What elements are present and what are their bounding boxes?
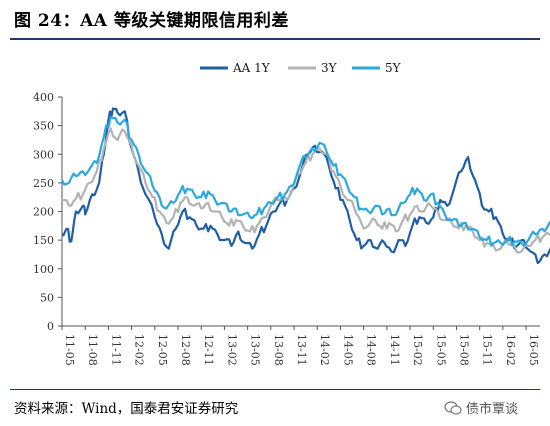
bottom-divider [10,389,540,390]
y-tick-label: 350 [33,120,54,133]
series-lines [61,107,550,265]
x-tick-label: 14-05 [341,334,354,366]
x-tick-label: 14-11 [388,334,401,366]
x-tick-label: 13-05 [249,334,262,366]
series-line-3 [61,115,550,247]
x-tick-label: 13-02 [225,334,238,366]
figure-title: 图 24：AA 等级关键期限信用利差 [14,11,289,31]
x-tick-label: 12-05 [156,334,169,366]
x-tick-label: 15-08 [457,334,470,366]
watermark-text: 债市覃谈 [466,402,519,417]
legend-label: 5Y [385,61,402,75]
y-tick-label: 250 [33,177,54,190]
x-tick-label: 16-02 [504,334,517,366]
x-tick-label: 13-08 [272,334,285,366]
x-tick-label: 14-08 [365,334,378,366]
y-tick-label: 100 [33,263,54,276]
line-chart: AA 1Y 3Y 5Y 0 50 100 150 200 250 300 350 400 11-05 1… [33,61,550,366]
watermark: 债市覃谈 [444,398,518,417]
series-line-1 [61,107,550,265]
chart-axes: 0 50 100 150 200 250 300 350 400 11-05 11-08 11-11 1… [33,91,540,366]
y-tick-label: 150 [33,234,54,247]
x-tick-label: 12-08 [179,334,192,366]
x-tick-label: 15-02 [411,334,424,366]
x-tick-label: 16-05 [527,334,540,366]
chart-legend: AA 1Y 3Y 5Y [200,61,402,75]
y-tick-label: 200 [33,206,54,219]
x-tick-label: 11-05 [63,334,76,366]
x-tick-label: 12-02 [133,334,146,366]
x-tick-label: 12-11 [202,334,215,366]
y-tick-label: 0 [47,320,54,333]
source-note: 资料来源：Wind，国泰君安证券研究 [14,401,239,417]
x-tick-label: 15-11 [481,334,494,366]
title-bar: 图 24：AA 等级关键期限信用利差 [0,0,550,36]
series-line-2 [61,127,550,254]
y-tick-label: 400 [33,91,54,104]
y-tick-label: 50 [40,291,54,304]
wechat-icon [444,400,462,415]
legend-label: AA 1Y [232,61,271,75]
x-tick-label: 14-02 [318,334,331,366]
y-tick-label: 300 [33,148,54,161]
legend-label: 3Y [321,61,338,75]
x-tick-label: 11-11 [109,334,122,366]
x-tick-label: 15-05 [434,334,447,366]
x-tick-label: 13-11 [295,334,308,366]
x-tick-label: 11-08 [86,334,99,366]
title-divider [10,38,540,40]
